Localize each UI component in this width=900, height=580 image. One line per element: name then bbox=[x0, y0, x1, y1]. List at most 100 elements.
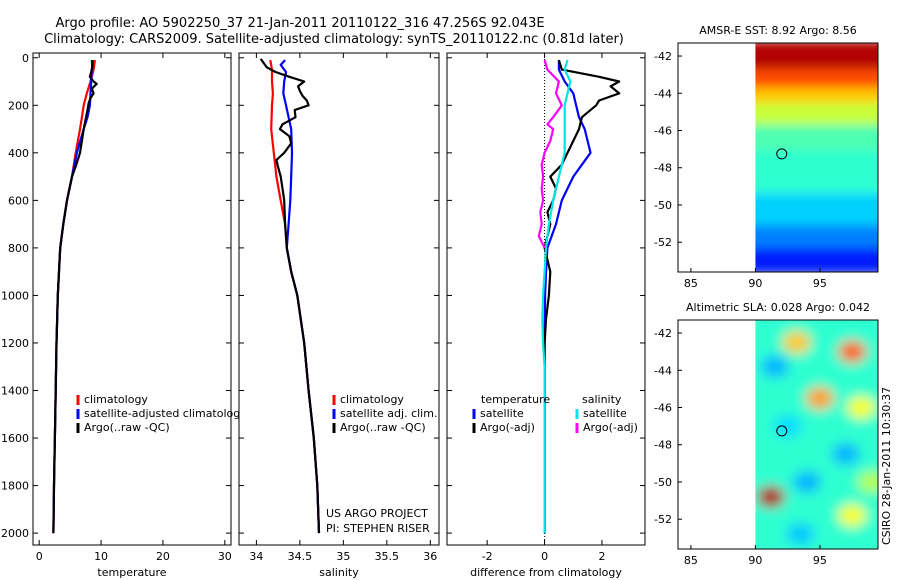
legend-label: Argo(..raw -QC) bbox=[340, 421, 426, 434]
map-y-tick-label: -50 bbox=[654, 199, 672, 212]
map-band bbox=[755, 102, 879, 129]
map-y-tick-label: -42 bbox=[654, 50, 672, 63]
series-line-temperature-satellite bbox=[543, 60, 592, 534]
map-band bbox=[755, 87, 879, 107]
map-x-tick-label: 85 bbox=[684, 277, 698, 290]
legend-label: climatology bbox=[84, 393, 148, 406]
map-eddy bbox=[805, 387, 834, 410]
legend-title-salinity: salinity bbox=[582, 393, 622, 406]
y-tick-label: 2000 bbox=[1, 527, 29, 540]
legend-title-temperature: temperature bbox=[481, 393, 550, 406]
map-eddy bbox=[793, 470, 822, 493]
side-stamp: CSIRO 28-Jan-2011 10:30:37 bbox=[880, 387, 893, 545]
map-eddy bbox=[847, 396, 876, 419]
y-tick-label: 1200 bbox=[1, 337, 29, 350]
x-tick-label: 0 bbox=[541, 550, 548, 563]
map-eddy bbox=[760, 355, 789, 378]
map-band bbox=[755, 150, 879, 198]
difference-panel: -2 0 2 difference from climatology temperatu… bbox=[446, 52, 646, 579]
x-tick-label: 35.5 bbox=[375, 550, 400, 563]
x-axis-label: salinity bbox=[319, 566, 359, 579]
plot-frame bbox=[238, 52, 440, 546]
x-axis-label: temperature bbox=[97, 566, 166, 579]
map-eddy bbox=[782, 331, 811, 354]
map-y-tick-label: -48 bbox=[654, 439, 672, 452]
series-line-salinity-satellite bbox=[541, 59, 572, 534]
temperature-panel: 0 10 20 30 0 200 400 600 800 1000 1200 1400 1600 1800… bbox=[1, 52, 240, 579]
y-tick-label: 1400 bbox=[1, 385, 29, 398]
map-title: Altimetric SLA: 0.028 Argo: 0.042 bbox=[686, 301, 870, 314]
map-field bbox=[755, 43, 879, 272]
map-x-tick-label: 90 bbox=[748, 277, 762, 290]
map-field-inner bbox=[755, 320, 879, 549]
legend-label: Argo(-adj) bbox=[583, 421, 638, 434]
legend-label: Argo(..raw -QC) bbox=[84, 421, 170, 434]
series-line-argo-raw-qc- bbox=[52, 60, 98, 534]
x-tick-label: 36 bbox=[423, 550, 437, 563]
x-axis-label: difference from climatology bbox=[470, 566, 622, 579]
map-band bbox=[755, 124, 879, 155]
map-eddy bbox=[838, 340, 867, 363]
map-eddy bbox=[857, 470, 879, 493]
argo-position-marker bbox=[776, 425, 788, 437]
x-tick-label: 0 bbox=[36, 550, 43, 563]
map-field bbox=[755, 320, 879, 549]
plot-frame bbox=[32, 52, 232, 546]
legend-label: climatology bbox=[340, 393, 404, 406]
map-band bbox=[755, 68, 879, 92]
y-tick-label: 600 bbox=[8, 194, 29, 207]
map-y-tick-label: -46 bbox=[654, 125, 672, 138]
map-x-tick-label: 95 bbox=[813, 554, 827, 567]
legend-label: Argo(-adj) bbox=[480, 421, 535, 434]
map-eddy bbox=[831, 443, 860, 466]
x-tick-label: 20 bbox=[156, 550, 170, 563]
series-line-argo-raw-qc- bbox=[259, 58, 321, 534]
x-tick-label: -2 bbox=[482, 550, 493, 563]
y-tick-label: 1800 bbox=[1, 480, 29, 493]
map-frame bbox=[677, 319, 879, 550]
argo-position-marker bbox=[776, 148, 788, 160]
y-tick-label: 1000 bbox=[1, 289, 29, 302]
map-eddy bbox=[838, 504, 867, 527]
map-eddy bbox=[786, 523, 815, 546]
series-line-temperature-argo-adj- bbox=[543, 59, 621, 534]
series-line-satellite-adj-clim- bbox=[279, 59, 321, 534]
x-tick-label: 34 bbox=[249, 550, 263, 563]
map-frame bbox=[677, 42, 879, 273]
map-y-tick-label: -46 bbox=[654, 402, 672, 415]
map-y-tick-label: -50 bbox=[654, 476, 672, 489]
legend-label: satellite bbox=[480, 407, 524, 420]
series-line-climatology bbox=[52, 59, 96, 534]
y-tick-label: 800 bbox=[8, 242, 29, 255]
map-band bbox=[755, 43, 879, 73]
map-eddy bbox=[756, 485, 785, 508]
map-y-tick-label: -42 bbox=[654, 327, 672, 340]
map-y-tick-label: -48 bbox=[654, 162, 672, 175]
credit-line-1: US ARGO PROJECT bbox=[326, 507, 428, 520]
map-y-tick-label: -52 bbox=[654, 236, 672, 249]
x-tick-label: 30 bbox=[218, 550, 232, 563]
series-line-climatology bbox=[269, 59, 321, 534]
map-band bbox=[755, 247, 879, 272]
map-x-tick-label: 95 bbox=[813, 277, 827, 290]
x-tick-label: 2 bbox=[598, 550, 605, 563]
figure-title-line-2: Climatology: CARS2009. Satellite-adjuste… bbox=[44, 32, 624, 47]
legend-label: satellite bbox=[583, 407, 627, 420]
series-line-salinity-argo-adj- bbox=[537, 59, 563, 249]
y-tick-label: 200 bbox=[8, 99, 29, 112]
map-x-tick-label: 85 bbox=[684, 554, 698, 567]
x-tick-label: 10 bbox=[94, 550, 108, 563]
sla-map-panel: 85 90 95 -42 -44 -46 -48 -50 -52 Altimetric SLA: … bbox=[654, 301, 879, 567]
map-background bbox=[755, 320, 879, 549]
map-x-tick-label: 90 bbox=[748, 554, 762, 567]
sst-map-panel: 85 90 95 -42 -44 -46 -48 -50 -52 AMSR-E SST: 8.92… bbox=[654, 24, 879, 290]
map-eddy bbox=[773, 415, 802, 438]
y-tick-label: 0 bbox=[22, 52, 29, 65]
x-tick-label: 34.5 bbox=[288, 550, 313, 563]
map-field-inner bbox=[755, 43, 879, 272]
map-y-tick-label: -52 bbox=[654, 513, 672, 526]
map-y-tick-label: -44 bbox=[654, 87, 672, 100]
y-tick-label: 1600 bbox=[1, 432, 29, 445]
series-line-satellite-adjusted-climatology bbox=[52, 59, 95, 534]
